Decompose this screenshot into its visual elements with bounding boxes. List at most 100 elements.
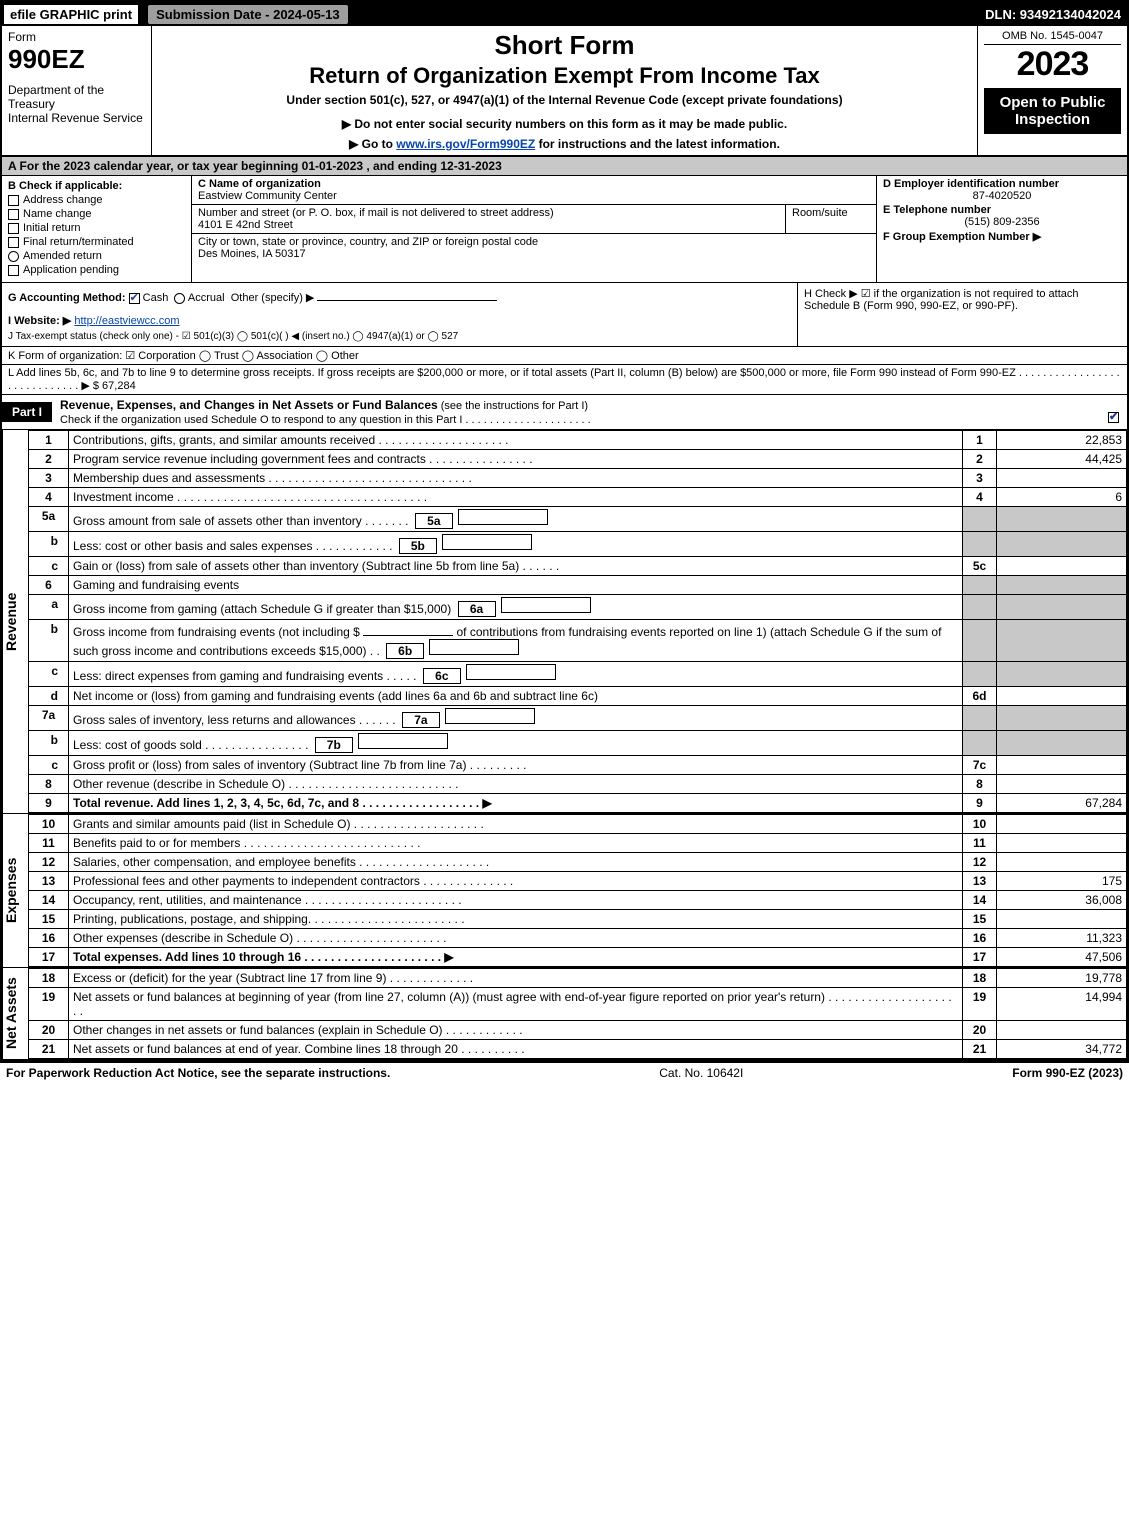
rn-11: 11 [963, 834, 997, 853]
ln-2: 2 [29, 450, 69, 469]
chk-final-return[interactable] [8, 237, 19, 248]
dln-label: DLN: 93492134042024 [985, 7, 1121, 22]
desc-6c: Less: direct expenses from gaming and fu… [69, 662, 963, 687]
lbl-accrual: Accrual [188, 292, 225, 304]
footer-mid: Cat. No. 10642I [390, 1066, 1012, 1080]
row-l-text: L Add lines 5b, 6c, and 7b to line 9 to … [8, 367, 1120, 392]
rn-6c [963, 662, 997, 687]
ln-18: 18 [29, 969, 69, 988]
short-form-title: Short Form [160, 30, 969, 61]
top-bar: efile GRAPHIC print Submission Date - 20… [2, 2, 1127, 26]
valbox-5a[interactable] [458, 509, 548, 525]
desc-11: Benefits paid to or for members . . . . … [69, 834, 963, 853]
val-4: 6 [997, 488, 1127, 507]
val-18: 19,778 [997, 969, 1127, 988]
ln-8: 8 [29, 775, 69, 794]
box-6a: 6a [458, 601, 496, 617]
rn-8: 8 [963, 775, 997, 794]
chk-accrual[interactable] [174, 293, 185, 304]
netassets-table: 18Excess or (deficit) for the year (Subt… [28, 968, 1127, 1059]
val-5b [997, 532, 1127, 557]
rn-2: 2 [963, 450, 997, 469]
rn-7b [963, 731, 997, 756]
txt-17: Total expenses. Add lines 10 through 16 … [73, 950, 454, 964]
row-j: J Tax-exempt status (check only one) - ☑… [8, 331, 791, 342]
valbox-7b[interactable] [358, 733, 448, 749]
rn-7a [963, 706, 997, 731]
valbox-6c[interactable] [466, 664, 556, 680]
desc-16: Other expenses (describe in Schedule O) … [69, 929, 963, 948]
part1-check[interactable] [1108, 412, 1119, 423]
ln-5a: 5a [29, 507, 69, 532]
desc-1: Contributions, gifts, grants, and simila… [69, 431, 963, 450]
return-title: Return of Organization Exempt From Incom… [160, 63, 969, 89]
chk-cash[interactable] [129, 293, 140, 304]
irs-label: Internal Revenue Service [8, 111, 145, 125]
val-6a [997, 595, 1127, 620]
ln-21: 21 [29, 1040, 69, 1059]
chk-amended-return[interactable] [8, 251, 19, 262]
rn-6b [963, 620, 997, 662]
rn-18: 18 [963, 969, 997, 988]
lbl-amended-return: Amended return [23, 250, 102, 262]
valbox-6a[interactable] [501, 597, 591, 613]
val-6 [997, 576, 1127, 595]
val-20 [997, 1021, 1127, 1040]
chk-name-change[interactable] [8, 209, 19, 220]
box-def: D Employer identification number 87-4020… [877, 176, 1127, 282]
goto-pre: ▶ Go to [349, 137, 396, 151]
addr-label: Number and street (or P. O. box, if mail… [198, 207, 554, 219]
row-a-period: A For the 2023 calendar year, or tax yea… [2, 157, 1127, 176]
section-bcdef: B Check if applicable: Address change Na… [2, 176, 1127, 283]
val-5c [997, 557, 1127, 576]
ln-13: 13 [29, 872, 69, 891]
box-7a: 7a [402, 712, 440, 728]
valbox-7a[interactable] [445, 708, 535, 724]
rn-19: 19 [963, 988, 997, 1021]
ln-5b: b [29, 532, 69, 557]
other-specify-field[interactable] [317, 287, 497, 301]
desc-9: Total revenue. Add lines 1, 2, 3, 4, 5c,… [69, 794, 963, 813]
submission-date: Submission Date - 2024-05-13 [148, 5, 348, 24]
org-name: Eastview Community Center [198, 190, 337, 202]
website-link[interactable]: http://eastviewcc.com [74, 315, 179, 327]
chk-initial-return[interactable] [8, 223, 19, 234]
valbox-5b[interactable] [442, 534, 532, 550]
field-6b-contrib[interactable] [363, 622, 453, 636]
box-b-label: B Check if applicable: [8, 180, 185, 192]
lbl-name-change: Name change [23, 208, 92, 220]
valbox-6b[interactable] [429, 639, 519, 655]
desc-17: Total expenses. Add lines 10 through 16 … [69, 948, 963, 967]
rn-10: 10 [963, 815, 997, 834]
val-11 [997, 834, 1127, 853]
desc-12: Salaries, other compensation, and employ… [69, 853, 963, 872]
rn-9: 9 [963, 794, 997, 813]
ln-7c: c [29, 756, 69, 775]
val-6b [997, 620, 1127, 662]
val-6c [997, 662, 1127, 687]
lbl-application-pending: Application pending [23, 264, 119, 276]
rn-6d: 6d [963, 687, 997, 706]
box-5a: 5a [415, 513, 453, 529]
chk-address-change[interactable] [8, 195, 19, 206]
val-13: 175 [997, 872, 1127, 891]
chk-application-pending[interactable] [8, 265, 19, 276]
ln-11: 11 [29, 834, 69, 853]
desc-7a: Gross sales of inventory, less returns a… [69, 706, 963, 731]
val-7c [997, 756, 1127, 775]
rn-21: 21 [963, 1040, 997, 1059]
lbl-other: Other (specify) ▶ [231, 292, 315, 304]
ln-6: 6 [29, 576, 69, 595]
page-footer: For Paperwork Reduction Act Notice, see … [0, 1063, 1129, 1083]
desc-5b: Less: cost or other basis and sales expe… [69, 532, 963, 557]
footer-left: For Paperwork Reduction Act Notice, see … [6, 1066, 390, 1080]
val-5a [997, 507, 1127, 532]
row-g: G Accounting Method: Cash Accrual Other … [2, 283, 797, 346]
val-1: 22,853 [997, 431, 1127, 450]
val-15 [997, 910, 1127, 929]
desc-4: Investment income . . . . . . . . . . . … [69, 488, 963, 507]
lbl-cash: Cash [143, 292, 169, 304]
val-16: 11,323 [997, 929, 1127, 948]
irs-link[interactable]: www.irs.gov/Form990EZ [396, 137, 535, 151]
desc-6a: Gross income from gaming (attach Schedul… [69, 595, 963, 620]
